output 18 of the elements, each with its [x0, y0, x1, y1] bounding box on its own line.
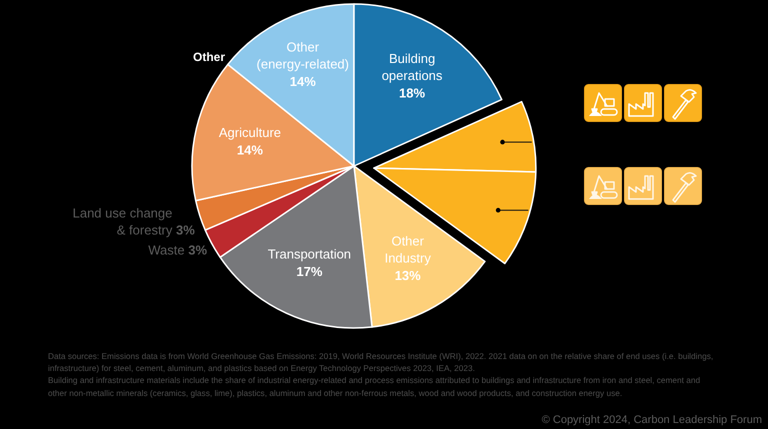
slice-label: Other Industry	[384, 233, 432, 266]
data-label: 14%	[290, 74, 316, 90]
text: Other	[192, 50, 225, 64]
slice-label: Building operations	[382, 51, 443, 84]
slice-label: Waste	[148, 242, 185, 258]
data-label: 17%	[296, 264, 323, 280]
data-label: 3%	[188, 242, 208, 258]
data-label: 18%	[399, 86, 426, 101]
text: Building and infrastructure materials include the share of industrial energy-related and process emissions attributed to buildings and infrastructure from iron and steel, cement and other non-metallic minerals (ceramics, glass, lime), plastics, aluminum and other non-ferrous metals, wood and wood products, and construction energy use.	[48, 374, 702, 399]
data-label: 14%	[236, 142, 264, 158]
slice-label: Agriculture	[218, 124, 281, 140]
category-label: Land use change & forestry	[72, 206, 172, 238]
text: Data sources: Emissions data is from World Greenhouse Gas Emissions: 2019, World Resources Institute (WRI), 2022. 2021 data on on the relative share of end uses (i.e. buildings, infrastructure) for steel, cement, aluminum, and plastics based on Energy Technology Perspectives 2023, IEA, 2023.	[48, 350, 714, 374]
data-label: 13%	[394, 268, 422, 283]
data-label: 3%	[176, 222, 196, 238]
slice-label: Transportation	[268, 246, 352, 262]
slice-label: Other (energy-related)	[256, 40, 350, 72]
text: © Copyright 2024, Carbon Leadership Forum	[542, 413, 762, 427]
